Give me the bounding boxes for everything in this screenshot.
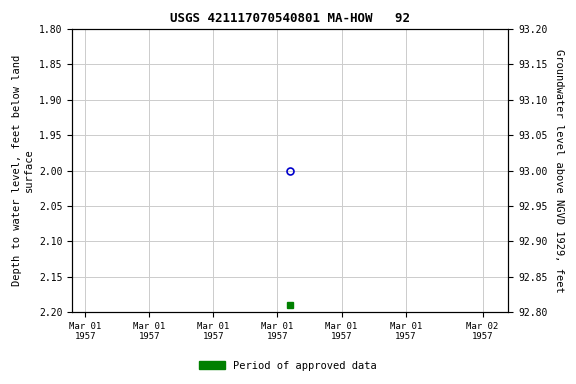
Y-axis label: Depth to water level, feet below land
surface: Depth to water level, feet below land su… <box>12 55 33 286</box>
Title: USGS 421117070540801 MA-HOW   92: USGS 421117070540801 MA-HOW 92 <box>170 12 410 25</box>
Y-axis label: Groundwater level above NGVD 1929, feet: Groundwater level above NGVD 1929, feet <box>554 49 564 293</box>
Legend: Period of approved data: Period of approved data <box>195 357 381 375</box>
